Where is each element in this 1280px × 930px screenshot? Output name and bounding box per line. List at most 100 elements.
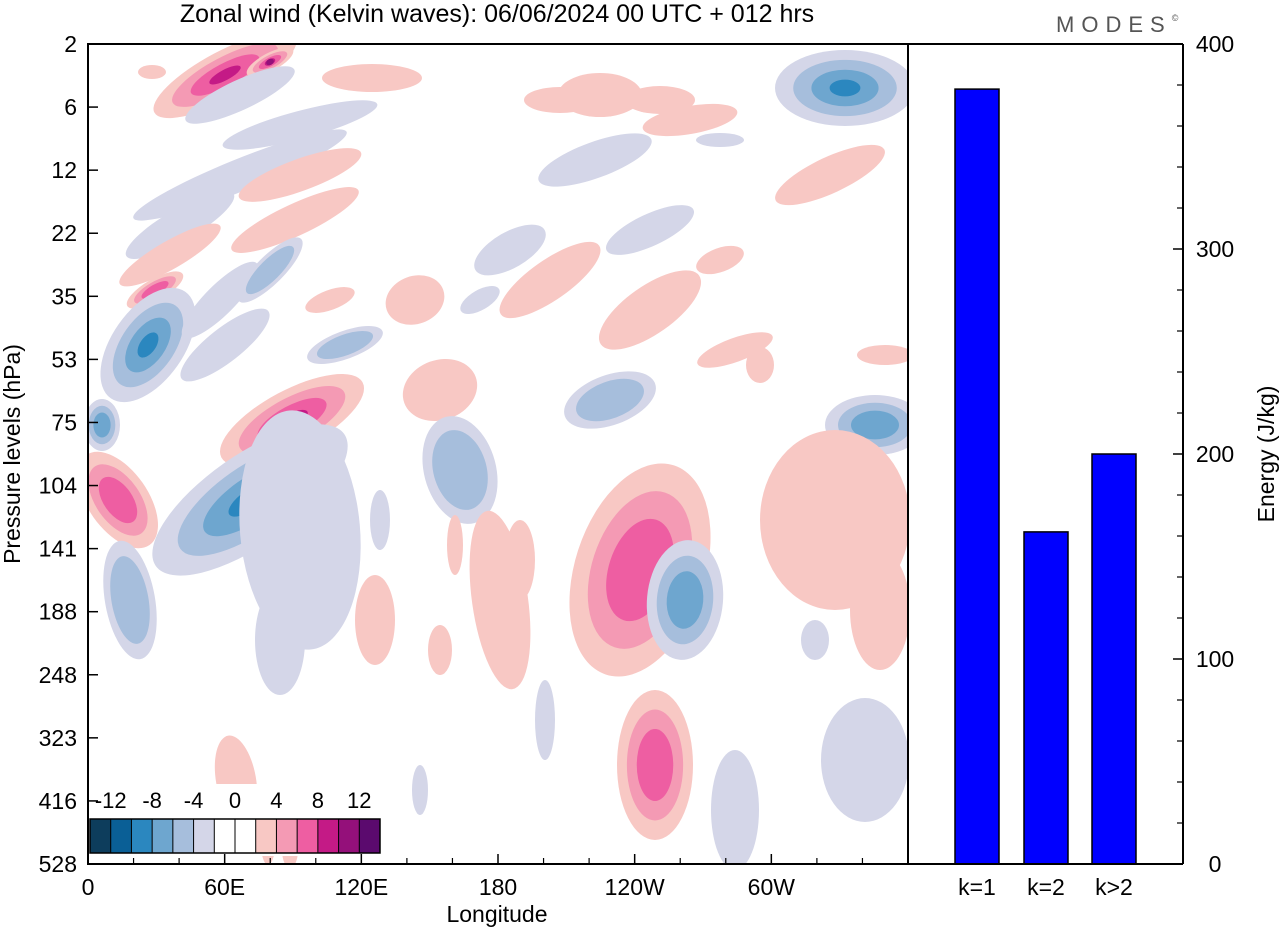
negative-wind-contour [255, 585, 305, 695]
positive-wind-contour [857, 345, 908, 365]
negative-wind-contour [110, 556, 150, 644]
positive-wind-contour [697, 332, 773, 368]
negative-wind-contour [137, 332, 159, 358]
positive-wind-contour [98, 476, 138, 524]
colorbar-label: -12 [95, 788, 127, 813]
positive-wind-contour [598, 270, 702, 350]
negative-wind-contour [133, 129, 347, 221]
y-tick-label: 53 [51, 346, 77, 372]
y-tick-label: 12 [51, 157, 77, 183]
positive-wind-contour [305, 287, 355, 313]
colorbar-swatch [235, 819, 257, 853]
y-tick-label: 104 [39, 473, 78, 499]
energy-bar [1091, 453, 1137, 865]
negative-wind-contour [605, 205, 695, 255]
energy-tick-label: 300 [1196, 236, 1234, 262]
positive-wind-contour [558, 73, 642, 117]
colorbar-swatch [297, 819, 319, 853]
positive-wind-contour [428, 625, 452, 675]
colorbar: -12 -8 -4 0 4 8 12 [88, 784, 382, 856]
negative-wind-contour [181, 261, 259, 339]
negative-wind-contour [460, 286, 500, 314]
negative-wind-contour [180, 308, 270, 382]
positive-wind-contour [385, 275, 445, 325]
bar-category-label: k=1 [958, 874, 996, 900]
colorbar-label: -8 [142, 788, 162, 813]
negative-wind-contour [535, 680, 555, 760]
kelvin-wave-heatmap: -12 -8 -4 0 4 8 12 0 60E 120E 180 120W 60W 2 6 12 22 35 5… [0, 31, 909, 927]
x-tick-label: 120E [334, 874, 388, 900]
negative-wind-contour [801, 620, 829, 660]
colorbar-swatch [152, 819, 174, 853]
negative-wind-contour [829, 79, 861, 97]
colorbar-label: 8 [312, 788, 324, 813]
negative-wind-contour [185, 66, 295, 124]
x-tick-label: 180 [479, 874, 517, 900]
positive-wind-contour [231, 187, 359, 253]
heatmap-axes: 0 60E 120E 180 120W 60W 2 6 12 22 35 53 75 104 141 188 2… [39, 31, 864, 900]
colorbar-label: 0 [229, 788, 241, 813]
colorbar-label: 12 [347, 788, 371, 813]
x-tick-label: 60W [748, 874, 796, 900]
y-tick-label: 2 [64, 31, 77, 57]
negative-wind-contour [666, 571, 704, 629]
positive-wind-contour [141, 281, 169, 299]
positive-wind-contour [696, 245, 744, 275]
positive-wind-contour [322, 64, 422, 92]
colorbar-swatch [172, 819, 195, 853]
y-tick-label: 528 [39, 851, 77, 877]
energy-axis: 0 100 200 300 400 [1173, 31, 1234, 877]
negative-wind-contour [239, 410, 361, 650]
negative-wind-contour [576, 378, 644, 422]
energy-bar-chart: k=1 k=2 k>2 0 100 200 300 400 Energy (J/kg) [908, 31, 1279, 900]
colorbar-swatch [90, 819, 112, 853]
x-tick-label: 0 [82, 874, 95, 900]
colorbar-swatch [338, 819, 360, 853]
colorbar-swatch [193, 819, 215, 853]
energy-tick-label: 0 [1209, 851, 1222, 877]
colorbar-swatch [214, 819, 236, 853]
energy-tick-label: 100 [1196, 646, 1234, 672]
y-tick-label: 35 [51, 283, 77, 309]
y-tick-label: 188 [39, 599, 77, 625]
energy-tick-label: 400 [1196, 31, 1234, 57]
positive-wind-contour [402, 358, 478, 422]
y-tick-label: 141 [39, 536, 77, 562]
colorbar-label: 4 [270, 788, 282, 813]
positive-wind-contour [138, 65, 166, 79]
positive-wind-contour [238, 148, 362, 202]
positive-wind-contour [775, 144, 885, 206]
bar-category-label: k>2 [1095, 874, 1133, 900]
negative-wind-contour [222, 100, 378, 150]
negative-wind-contour [851, 410, 899, 440]
negative-wind-contour [821, 698, 908, 822]
negative-wind-contour [432, 430, 488, 510]
positive-wind-contour [119, 223, 221, 287]
negative-wind-contour [474, 224, 546, 276]
energy-bars: k=1 k=2 k>2 [954, 88, 1137, 900]
negative-wind-contour [538, 133, 652, 187]
negative-wind-contour [412, 765, 428, 815]
colorbar-swatch [359, 819, 381, 853]
positive-wind-contour [447, 515, 463, 575]
colorbar-swatch [131, 819, 153, 853]
y-tick-label: 416 [39, 788, 77, 814]
positive-wind-contour [266, 58, 274, 66]
y-tick-label: 248 [39, 662, 77, 688]
y-axis-title: Pressure levels (hPa) [0, 344, 25, 564]
colorbar-swatch [276, 819, 298, 853]
positive-wind-contour [636, 729, 674, 801]
x-tick-label: 60E [204, 874, 245, 900]
bar-category-label: k=2 [1027, 874, 1065, 900]
energy-axis-title: Energy (J/kg) [1253, 386, 1279, 523]
negative-wind-contour [93, 412, 111, 438]
colorbar-swatch [255, 819, 277, 853]
y-tick-label: 75 [51, 409, 77, 435]
y-tick-label: 323 [39, 725, 77, 751]
positive-wind-contour [355, 575, 395, 665]
positive-wind-contour [642, 103, 738, 137]
negative-wind-contour [125, 191, 235, 259]
energy-bar [1023, 531, 1069, 865]
energy-tick-label: 200 [1196, 441, 1234, 467]
